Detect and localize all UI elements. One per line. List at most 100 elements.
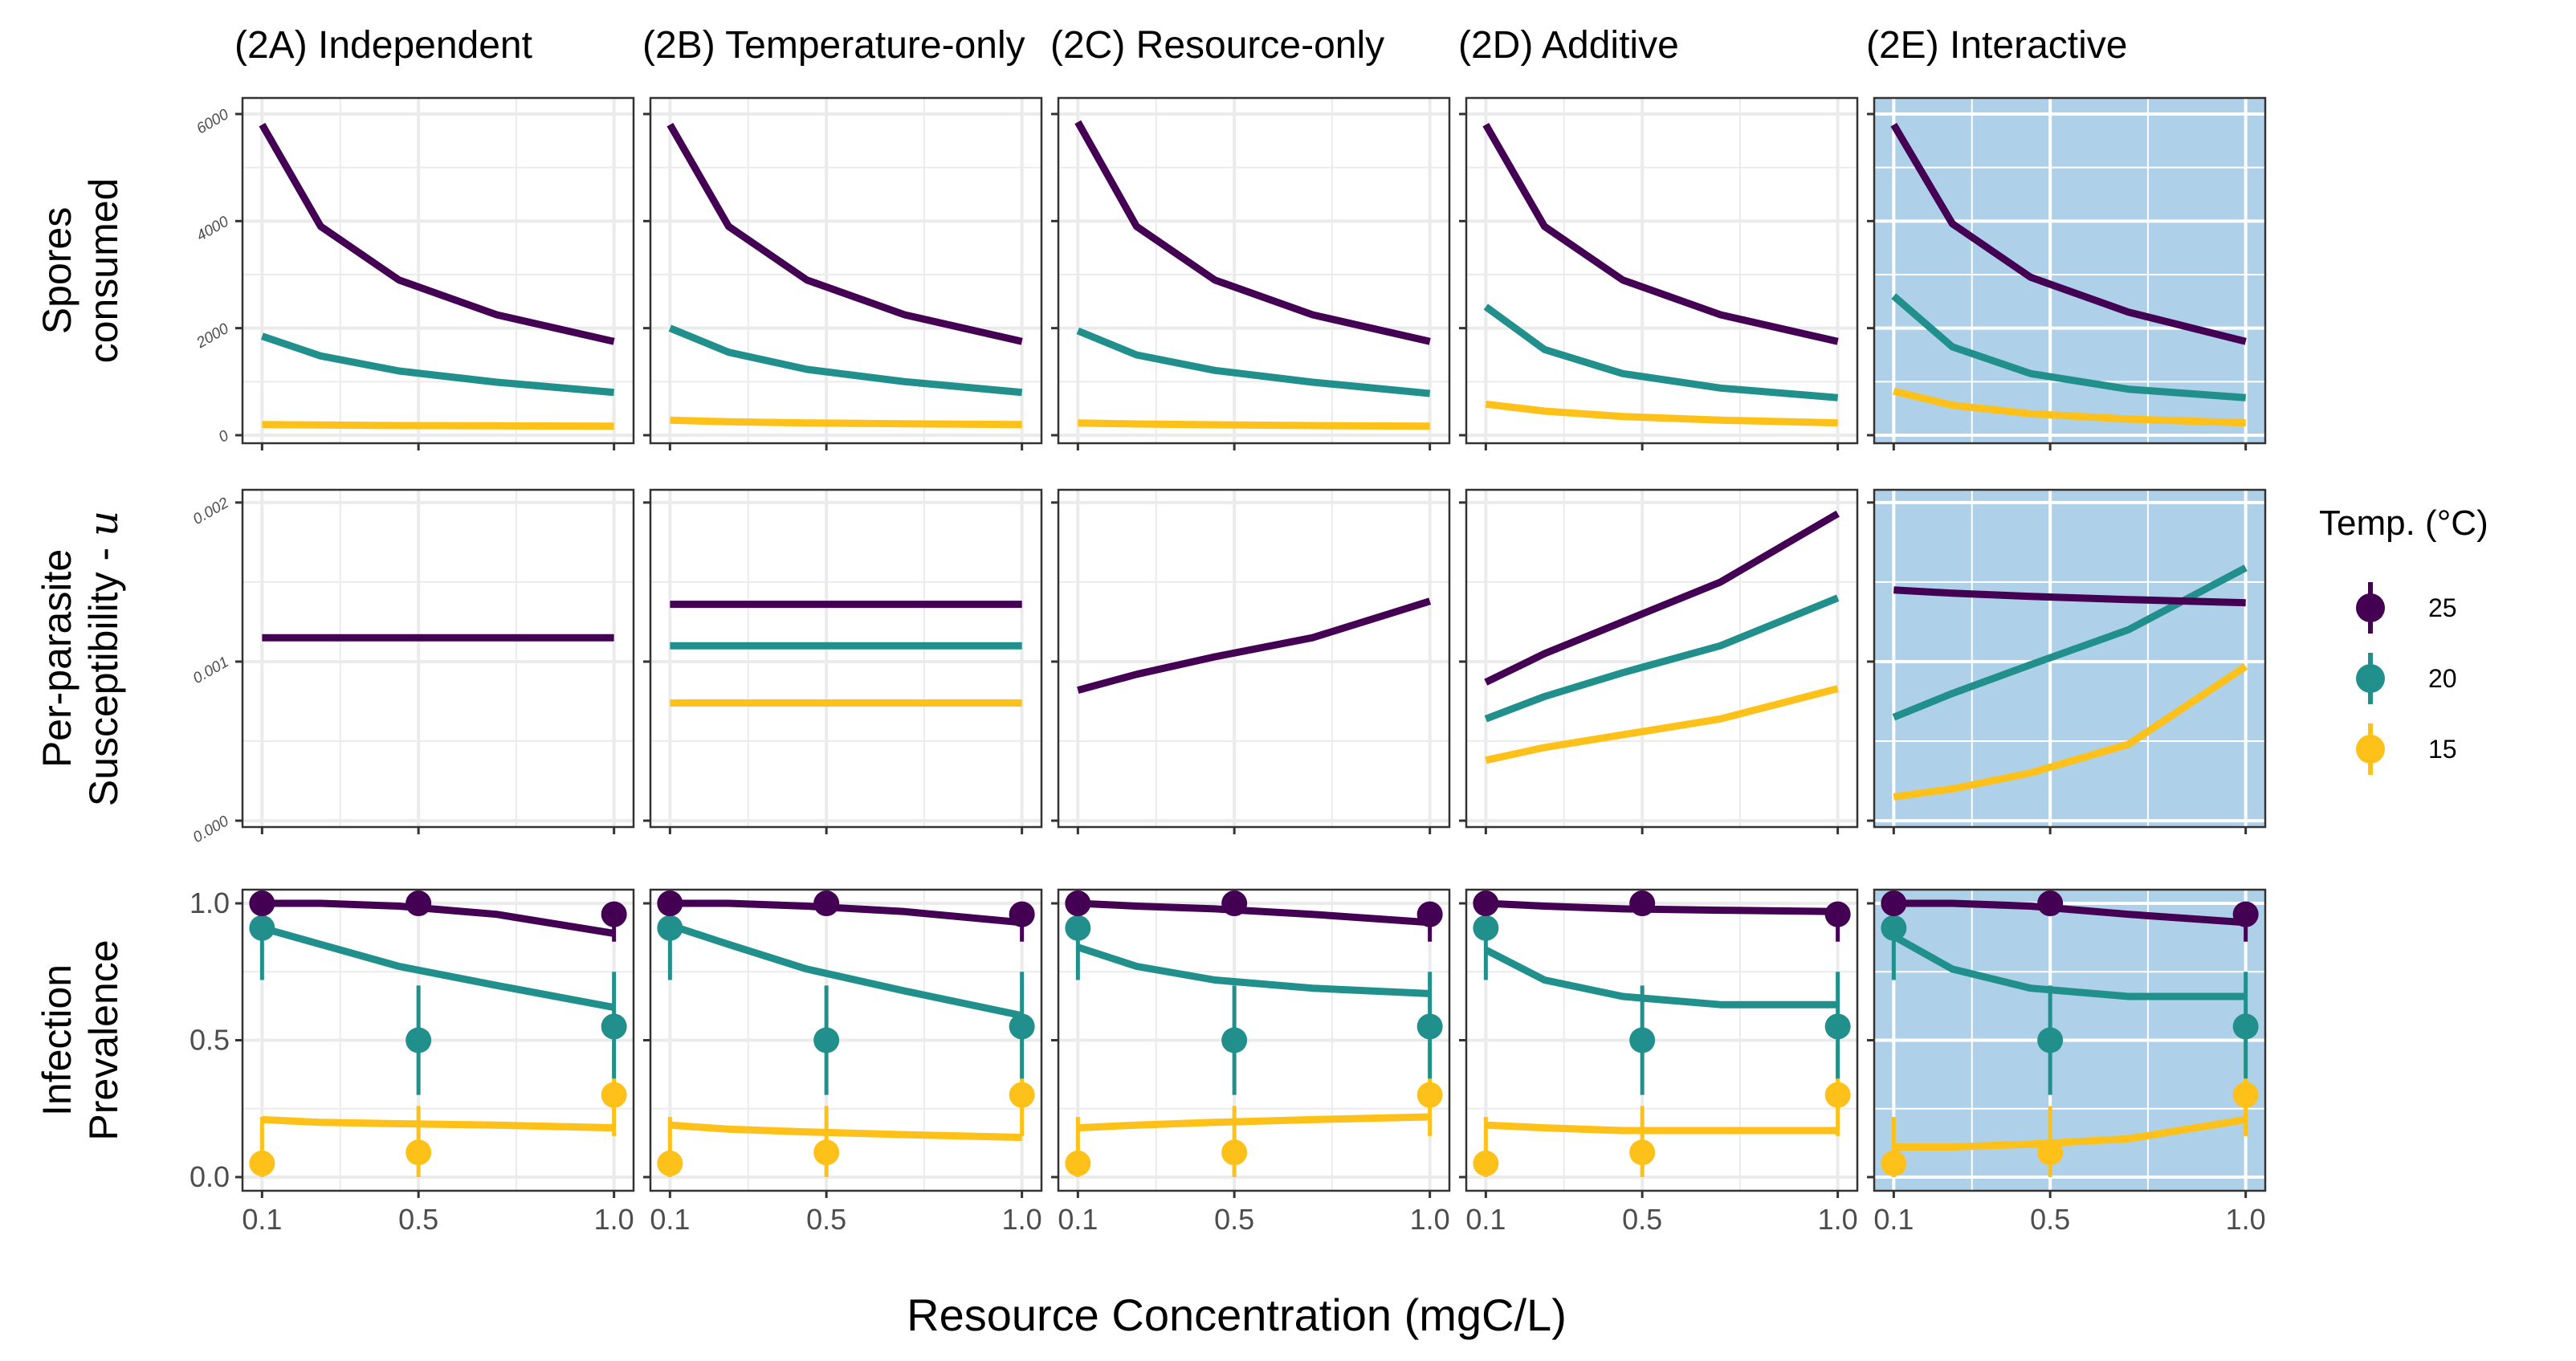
column-titles: (2A) Independent (2B) Temperature-only (2C… bbox=[234, 24, 2127, 67]
series-line-25C bbox=[1077, 597, 1432, 694]
panel-2B-susceptibility bbox=[649, 488, 1043, 829]
series-line-25C bbox=[666, 123, 1023, 345]
x-tick-label: 0.1 bbox=[242, 1203, 282, 1236]
x-tick-label: 0.5 bbox=[2030, 1203, 2070, 1236]
panel-border bbox=[1465, 488, 1859, 829]
data-point-15C bbox=[2232, 1082, 2259, 1108]
panel-background bbox=[1874, 490, 2265, 827]
panel-border bbox=[1057, 488, 1451, 829]
series-line-20C bbox=[1076, 327, 1431, 397]
legend-title: Temp. (°C) bbox=[2319, 503, 2488, 543]
series-line-25C bbox=[1486, 899, 1838, 915]
legend-label: 15 bbox=[2428, 735, 2457, 764]
panel-border bbox=[1465, 96, 1859, 445]
series-line-15C bbox=[1893, 1115, 2247, 1151]
series-line-20C bbox=[668, 922, 1023, 1020]
panel-2C-spores bbox=[1057, 96, 1451, 445]
row-title: Infection Prevalence bbox=[35, 939, 126, 1140]
x-tick-label: 1.0 bbox=[1002, 1203, 1042, 1236]
series-line-20C bbox=[1483, 304, 1839, 401]
data-point-15C bbox=[2037, 1139, 2064, 1166]
data-point-25C bbox=[601, 901, 627, 927]
series-line-20C bbox=[1076, 943, 1430, 997]
data-point-15C bbox=[601, 1082, 627, 1108]
series-line-20C bbox=[1484, 946, 1838, 1009]
series-line-15C bbox=[1078, 419, 1430, 430]
series-line-25C bbox=[670, 899, 1023, 927]
data-point-20C bbox=[2232, 1013, 2259, 1040]
legend-key-point bbox=[2356, 593, 2385, 622]
data-point-25C bbox=[1221, 890, 1248, 917]
series-line-15C bbox=[670, 1121, 1022, 1141]
panel-2A-spores bbox=[241, 96, 635, 445]
x-axis-title: Resource Concentration (mgC/L) bbox=[907, 1290, 1567, 1340]
data-point-25C bbox=[1009, 901, 1035, 927]
data-point-20C bbox=[1824, 1013, 1851, 1040]
legend-item: 25 bbox=[2356, 582, 2457, 634]
data-point-15C bbox=[249, 1150, 275, 1176]
series-line-15C bbox=[262, 421, 614, 430]
data-point-20C bbox=[1629, 1027, 1656, 1053]
x-tick-label: 1.0 bbox=[1818, 1203, 1858, 1236]
series-line-25C bbox=[1893, 899, 2247, 927]
row-title-line: Infection bbox=[35, 964, 79, 1116]
data-point-25C bbox=[2232, 901, 2259, 927]
data-point-15C bbox=[1881, 1150, 1907, 1176]
data-point-20C bbox=[406, 1027, 432, 1053]
panel-2C-susceptibility bbox=[1057, 488, 1451, 829]
series-line-15C bbox=[1893, 387, 2246, 427]
x-tick-label: 0.5 bbox=[1214, 1203, 1254, 1236]
data-point-15C bbox=[406, 1139, 432, 1166]
panel-border bbox=[1873, 488, 2267, 829]
row-title: Spores consumed bbox=[35, 178, 126, 364]
data-point-20C bbox=[1416, 1013, 1443, 1040]
series-line-15C bbox=[1893, 663, 2248, 801]
row-title-line: Per-parasite bbox=[35, 549, 79, 768]
series-line-25C bbox=[262, 899, 615, 937]
panel-2D-susceptibility bbox=[1465, 488, 1859, 829]
row-title-line: Spores bbox=[35, 207, 79, 334]
data-point-20C bbox=[1221, 1027, 1248, 1053]
y-tick-label: 0.5 bbox=[190, 1024, 230, 1057]
panel-2D-spores bbox=[1465, 96, 1859, 445]
column-title: (2B) Temperature-only bbox=[642, 24, 1025, 67]
y-tick-label: 0.001 bbox=[190, 654, 232, 687]
y-tick-label: 0 bbox=[216, 427, 232, 446]
y-tick-label: 1.0 bbox=[190, 886, 230, 919]
y-tick-label: 6000 bbox=[194, 106, 231, 138]
panel-border bbox=[649, 488, 1043, 829]
x-tick-label: 1.0 bbox=[594, 1203, 634, 1236]
data-point-20C bbox=[1065, 915, 1091, 941]
panel-border bbox=[649, 96, 1043, 445]
data-point-25C bbox=[1416, 901, 1443, 927]
panel-2E-prevalence bbox=[1873, 888, 2267, 1192]
panel-background bbox=[1058, 490, 1449, 827]
data-point-25C bbox=[1881, 890, 1907, 917]
series-line-15C bbox=[670, 416, 1022, 429]
legend: Temp. (°C) 25 20 15 bbox=[2319, 503, 2488, 775]
panel-2E-spores bbox=[1873, 96, 2267, 445]
series-line-20C bbox=[260, 332, 614, 397]
series-line-15C bbox=[1486, 1121, 1838, 1135]
data-point-25C bbox=[657, 890, 683, 917]
series-line-25C bbox=[1484, 510, 1840, 686]
data-point-25C bbox=[1629, 890, 1656, 917]
symbol-u: u bbox=[80, 511, 127, 536]
series-line-25C bbox=[1893, 586, 2246, 607]
x-tick-label: 0.1 bbox=[1873, 1203, 1914, 1236]
panel-background bbox=[650, 490, 1041, 827]
x-tick-label: 1.0 bbox=[1410, 1203, 1450, 1236]
y-tick-label: 0.002 bbox=[190, 495, 232, 528]
x-axis-ticks: 0.1 0.5 1.0 0.1 0.5 1.0 0.1 0.5 1.0 0.1 0.5 1.0 0.1 0… bbox=[242, 443, 2266, 1236]
x-tick-label: 1.0 bbox=[2226, 1203, 2266, 1236]
series-line-25C bbox=[1890, 123, 2247, 345]
row-title-line: consumed bbox=[81, 178, 126, 364]
y-tick-label: 2000 bbox=[194, 320, 232, 352]
data-point-25C bbox=[813, 890, 840, 917]
series-line-15C bbox=[1078, 1113, 1430, 1132]
panel-2B-prevalence bbox=[649, 888, 1043, 1192]
panel-2A-prevalence bbox=[241, 888, 635, 1192]
series-line-20C bbox=[1892, 933, 2246, 1000]
panel-background bbox=[1874, 98, 2265, 443]
